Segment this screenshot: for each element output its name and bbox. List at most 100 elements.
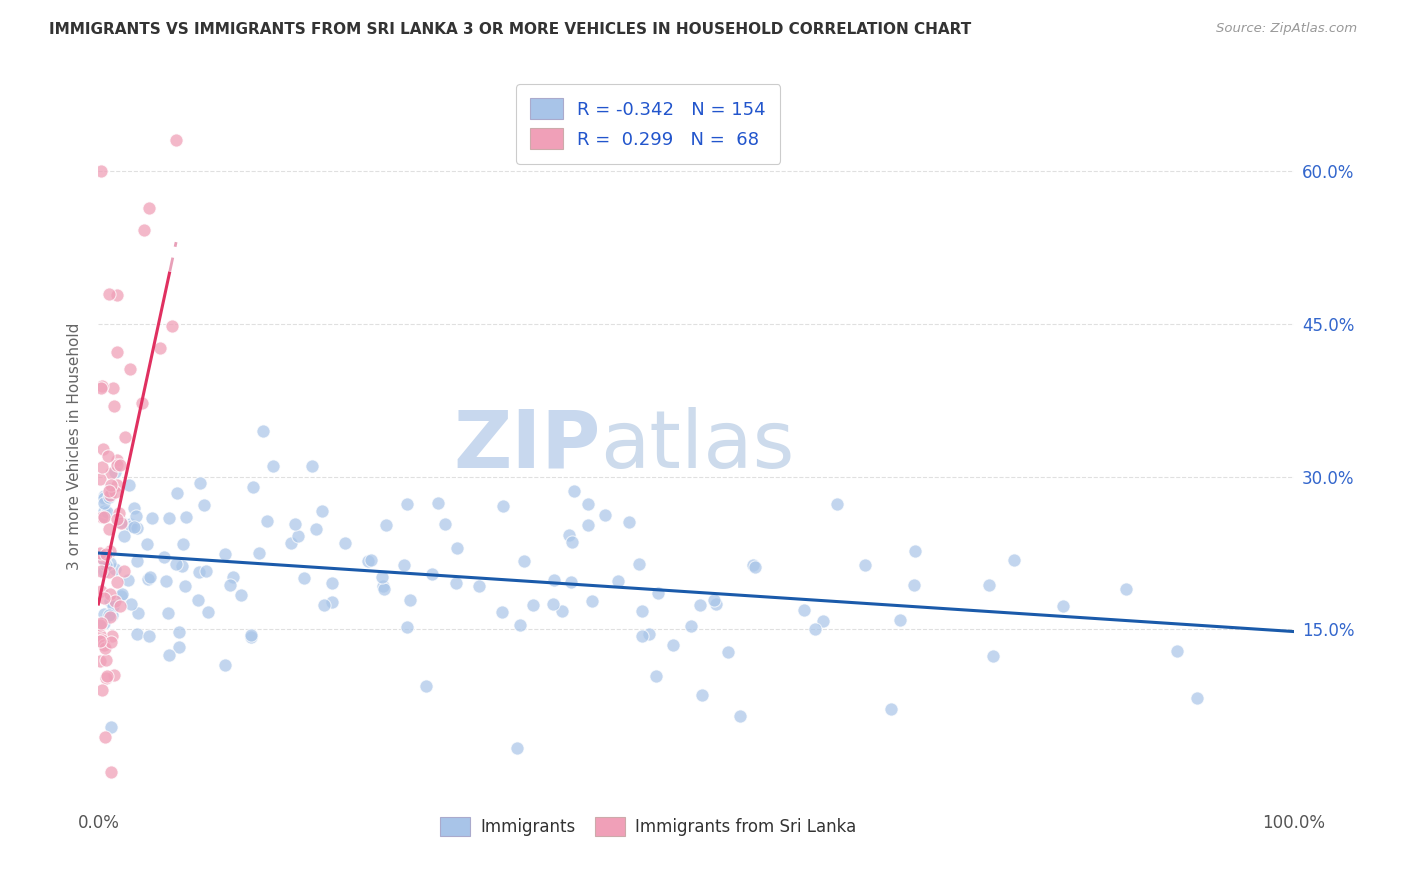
Point xyxy=(138,629,160,643)
Point xyxy=(93,549,115,563)
Point xyxy=(229,589,252,603)
Point xyxy=(165,558,187,572)
Point xyxy=(90,615,112,630)
Point xyxy=(560,574,582,589)
Point xyxy=(136,572,159,586)
Y-axis label: 3 or more Vehicles in Household: 3 or more Vehicles in Household xyxy=(67,322,83,570)
Point xyxy=(93,491,115,505)
Point xyxy=(904,544,927,558)
Point xyxy=(420,567,443,582)
Point xyxy=(120,597,142,611)
Point xyxy=(96,505,118,519)
Point xyxy=(855,558,877,572)
Point xyxy=(117,573,139,587)
Point xyxy=(90,460,112,475)
Point xyxy=(371,579,394,593)
Point xyxy=(394,558,416,572)
Point xyxy=(903,578,925,592)
Point xyxy=(96,547,118,561)
Point xyxy=(889,613,911,627)
Point xyxy=(681,618,703,632)
Point xyxy=(561,534,583,549)
Point xyxy=(321,576,343,591)
Text: ZIP: ZIP xyxy=(453,407,600,485)
Point xyxy=(104,561,127,575)
Point xyxy=(105,345,128,359)
Point xyxy=(979,577,1001,591)
Point xyxy=(100,483,122,498)
Point xyxy=(415,679,437,693)
Point xyxy=(160,319,183,334)
Point xyxy=(108,599,131,614)
Point xyxy=(543,574,565,588)
Point xyxy=(98,482,121,496)
Point xyxy=(93,508,115,523)
Point xyxy=(141,511,163,525)
Point xyxy=(513,554,536,568)
Point xyxy=(100,720,122,734)
Point xyxy=(305,522,328,536)
Point xyxy=(138,201,160,215)
Point xyxy=(446,576,468,591)
Point xyxy=(426,496,449,510)
Point xyxy=(564,483,586,498)
Point xyxy=(93,564,115,578)
Point xyxy=(89,472,111,486)
Point xyxy=(301,458,323,473)
Point xyxy=(172,536,194,550)
Point xyxy=(93,638,115,652)
Point xyxy=(581,594,603,608)
Point xyxy=(105,478,128,492)
Point xyxy=(292,571,315,585)
Point xyxy=(97,522,120,536)
Point xyxy=(97,608,120,623)
Point xyxy=(127,606,149,620)
Point xyxy=(170,558,193,573)
Point xyxy=(1052,599,1074,613)
Point xyxy=(153,550,176,565)
Point xyxy=(94,558,117,573)
Point xyxy=(94,730,117,744)
Point xyxy=(112,529,135,543)
Point xyxy=(98,488,121,502)
Point xyxy=(506,741,529,756)
Point xyxy=(122,501,145,516)
Point xyxy=(93,510,115,524)
Point xyxy=(110,589,132,603)
Point xyxy=(793,603,815,617)
Point xyxy=(90,584,112,599)
Point xyxy=(186,593,208,607)
Point xyxy=(90,381,112,395)
Point xyxy=(638,627,661,641)
Point xyxy=(110,515,132,529)
Point xyxy=(728,709,751,723)
Legend: Immigrants, Immigrants from Sri Lanka: Immigrants, Immigrants from Sri Lanka xyxy=(432,808,865,845)
Point xyxy=(105,574,128,589)
Point xyxy=(193,498,215,512)
Point xyxy=(93,496,115,510)
Point xyxy=(105,452,128,467)
Point xyxy=(690,688,713,702)
Point xyxy=(157,648,180,663)
Point xyxy=(136,537,159,551)
Point xyxy=(103,593,125,607)
Point xyxy=(247,546,270,560)
Point xyxy=(321,595,343,609)
Point xyxy=(741,558,763,572)
Point xyxy=(1002,553,1025,567)
Point xyxy=(91,682,114,697)
Point xyxy=(165,133,187,147)
Point xyxy=(194,564,217,578)
Point xyxy=(689,599,711,613)
Point xyxy=(492,499,515,513)
Point xyxy=(630,630,652,644)
Point xyxy=(174,509,197,524)
Point xyxy=(242,480,264,494)
Point xyxy=(97,449,120,463)
Point xyxy=(173,579,195,593)
Point xyxy=(125,521,148,535)
Point xyxy=(118,478,141,492)
Point xyxy=(91,509,114,524)
Point xyxy=(256,514,278,528)
Point xyxy=(156,606,179,620)
